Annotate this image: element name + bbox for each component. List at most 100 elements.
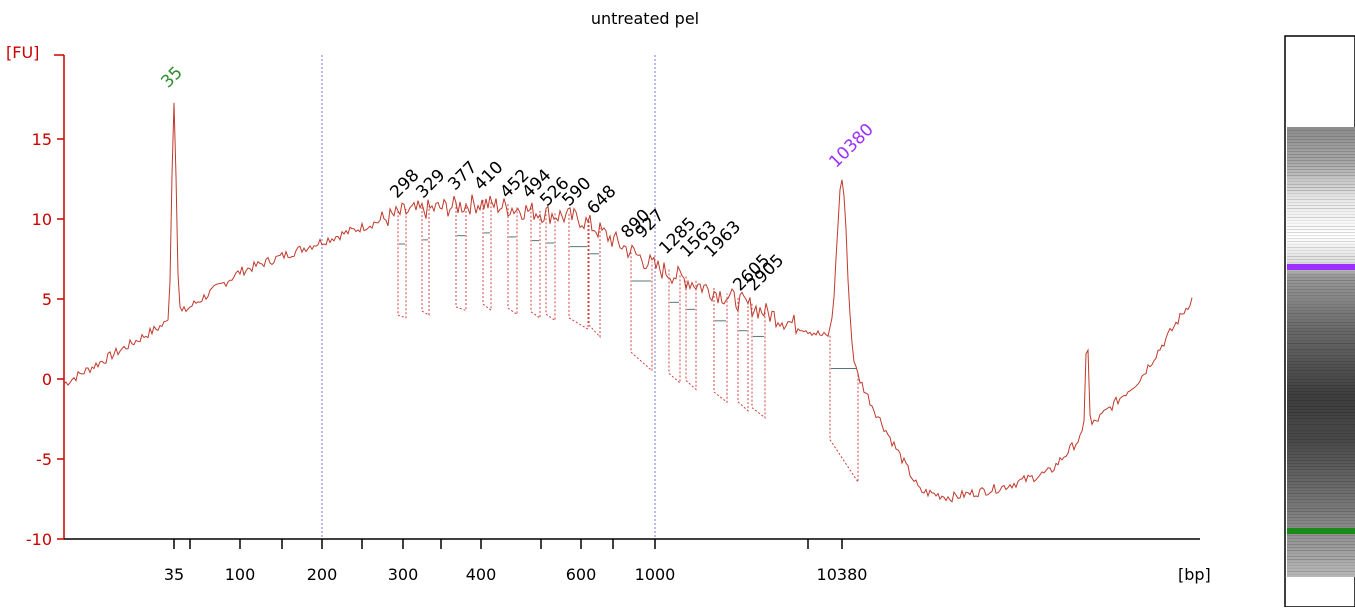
gel-lane-stripe: [1287, 352, 1355, 353]
gel-lane-stripe: [1287, 295, 1355, 296]
peak-region-bracket: [751, 303, 766, 419]
gel-lane-stripe: [1287, 523, 1355, 524]
gel-lane-stripe: [1287, 205, 1355, 206]
gel-lane-stripe: [1287, 292, 1355, 293]
gel-lane-stripe: [1287, 199, 1355, 200]
gel-lane-stripe: [1287, 325, 1355, 326]
gel-lane-stripe: [1287, 562, 1355, 563]
gel-lane-band-area: [1287, 127, 1355, 577]
gel-lane-stripe: [1287, 544, 1355, 545]
gel-lane-stripe: [1287, 172, 1355, 173]
gel-lane-stripe: [1287, 364, 1355, 365]
gel-lane-stripe: [1287, 226, 1355, 227]
gel-lane-stripe: [1287, 361, 1355, 362]
gel-lane-stripe: [1287, 493, 1355, 494]
gel-lane-stripe: [1287, 469, 1355, 470]
peak-label: 329: [412, 165, 449, 202]
gel-lane-stripe: [1287, 403, 1355, 404]
peak-region-bracket: [630, 248, 653, 372]
gel-lane-stripe: [1287, 415, 1355, 416]
gel-lane-stripe: [1287, 211, 1355, 212]
gel-lane-stripe: [1287, 358, 1355, 359]
gel-lane-stripe: [1287, 409, 1355, 410]
x-tick-label: 600: [566, 565, 597, 584]
peak-region-bracket: [530, 207, 541, 319]
gel-lane-stripe: [1287, 166, 1355, 167]
peak-region-bracket: [568, 213, 589, 330]
gel-lane-stripe: [1287, 472, 1355, 473]
peak-region-bracket: [482, 200, 492, 312]
gel-lane-stripe: [1287, 574, 1355, 575]
gel-lane-stripe: [1287, 349, 1355, 350]
gel-lane-stripe: [1287, 253, 1355, 254]
chart-title: untreated pel: [591, 9, 699, 28]
gel-lane-stripe: [1287, 154, 1355, 155]
gel-lane-stripe: [1287, 337, 1355, 338]
gel-lane-stripe: [1287, 193, 1355, 194]
gel-lane-stripe: [1287, 355, 1355, 356]
gel-lane-stripe: [1287, 271, 1355, 272]
gel-lane-stripe: [1287, 541, 1355, 542]
gel-lane-stripe: [1287, 454, 1355, 455]
gel-lane-stripe: [1287, 370, 1355, 371]
gel-lane-stripe: [1287, 307, 1355, 308]
peak-region-bracket: [507, 204, 518, 316]
peak-region-bracket: [421, 206, 430, 316]
gel-lane-stripe: [1287, 376, 1355, 377]
gel-lane-stripe: [1287, 229, 1355, 230]
peak-region-bracket: [455, 201, 467, 312]
gel-lane-stripe: [1287, 460, 1355, 461]
gel-lane-stripe: [1287, 418, 1355, 419]
x-tick-label: 10380: [817, 565, 868, 584]
gel-lane-stripe: [1287, 478, 1355, 479]
y-tick-label: 5: [42, 290, 52, 309]
gel-lane-stripe: [1287, 334, 1355, 335]
gel-lane-stripe: [1287, 394, 1355, 395]
gel-lane-stripe: [1287, 526, 1355, 527]
gel-lane-stripe: [1287, 130, 1355, 131]
gel-lane-stripe: [1287, 238, 1355, 239]
gel-lane-stripe: [1287, 550, 1355, 551]
gel-lane-stripe: [1287, 187, 1355, 188]
peak-region-bracket: [668, 269, 681, 384]
x-tick-label: 35: [164, 565, 184, 584]
gel-lower-marker-band: [1287, 528, 1355, 534]
gel-lane-stripe: [1287, 316, 1355, 317]
gel-lane-stripe: [1287, 400, 1355, 401]
gel-lane-stripe: [1287, 298, 1355, 299]
gel-lane-stripe: [1287, 250, 1355, 251]
gel-lane-stripe: [1287, 565, 1355, 566]
gel-lane-stripe: [1287, 331, 1355, 332]
y-tick-label: -5: [36, 450, 52, 469]
gel-lane-stripe: [1287, 553, 1355, 554]
gel-lane-stripe: [1287, 178, 1355, 179]
gel-lane-stripe: [1287, 457, 1355, 458]
gel-lane-stripe: [1287, 442, 1355, 443]
y-tick-label: 15: [32, 130, 52, 149]
gel-lane-stripe: [1287, 283, 1355, 284]
gel-lane-stripe: [1287, 139, 1355, 140]
gel-lane-stripe: [1287, 538, 1355, 539]
gel-lane-stripe: [1287, 175, 1355, 176]
gel-lane-stripe: [1287, 424, 1355, 425]
gel-lane-stripe: [1287, 304, 1355, 305]
gel-lane-stripe: [1287, 151, 1355, 152]
gel-lane-stripe: [1287, 241, 1355, 242]
y-axis-label: [FU]: [6, 43, 39, 62]
gel-lane-stripe: [1287, 391, 1355, 392]
gel-lane-stripe: [1287, 313, 1355, 314]
gel-lane-stripe: [1287, 301, 1355, 302]
gel-lane-stripe: [1287, 133, 1355, 134]
peak-region-bracket: [545, 210, 556, 322]
gel-lane-stripe: [1287, 445, 1355, 446]
electropherogram-trace: [63, 102, 1193, 503]
gel-lane-stripe: [1287, 169, 1355, 170]
x-axis-label: [bp]: [1178, 565, 1211, 584]
gel-lane-stripe: [1287, 436, 1355, 437]
peak-region-bracket: [588, 221, 601, 339]
gel-lane-stripe: [1287, 184, 1355, 185]
gel-lane-stripe: [1287, 274, 1355, 275]
gel-lane-stripe: [1287, 397, 1355, 398]
gel-lane-stripe: [1287, 157, 1355, 158]
